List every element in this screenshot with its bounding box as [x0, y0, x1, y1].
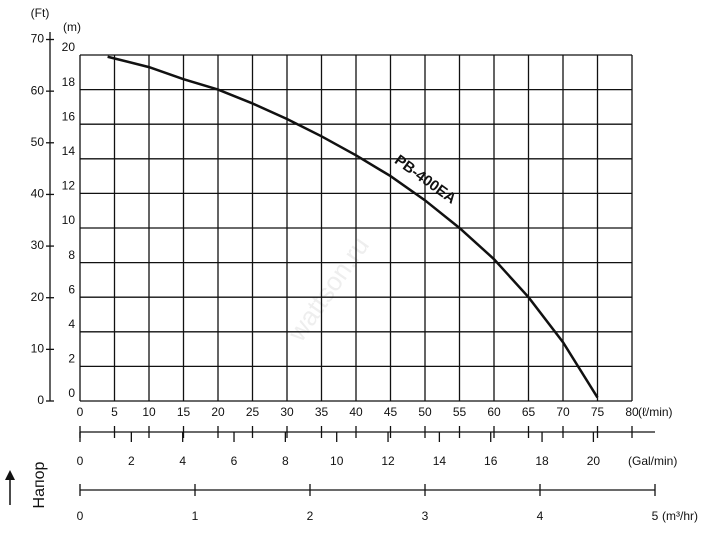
gal-tick-label: 14	[433, 454, 447, 468]
y2-tick-label: 70	[31, 32, 45, 46]
x-tick-label: 35	[315, 405, 329, 419]
x-tick-label: 20	[211, 405, 225, 419]
y2-tick-label: 10	[31, 342, 45, 356]
y-tick-label: 16	[62, 109, 76, 123]
x-tick-label: 70	[556, 405, 570, 419]
x-tick-label: 45	[384, 405, 398, 419]
y-tick-label: 18	[62, 75, 76, 89]
x-tick-label: 15	[177, 405, 191, 419]
x-tick-label: 65	[522, 405, 536, 419]
m3-tick-label: 0	[77, 509, 84, 523]
m3-tick-label: 2	[307, 509, 314, 523]
x-tick-label: 75	[591, 405, 605, 419]
y-tick-label: 14	[62, 144, 76, 158]
gal-tick-label: 8	[282, 454, 289, 468]
y2-tick-label: 60	[31, 83, 45, 97]
m3-tick-label: 1	[192, 509, 199, 523]
gal-tick-label: 12	[381, 454, 395, 468]
x-tick-label: 30	[280, 405, 294, 419]
y2-tick-label: 0	[37, 393, 44, 407]
gal-tick-label: 10	[330, 454, 344, 468]
x-tick-label: 40	[349, 405, 363, 419]
x-tick-label: 55	[453, 405, 467, 419]
x-tick-label: 5	[111, 405, 118, 419]
m3-tick-label: 3	[422, 509, 429, 523]
side-arrow	[5, 470, 15, 505]
x-axis-label: (ℓ/min)	[638, 405, 673, 419]
watermark: wattson.ru	[281, 231, 375, 347]
y2-tick-label: 20	[31, 290, 45, 304]
y-tick-label: 2	[68, 352, 75, 366]
y2-axis-label: (Ft)	[31, 6, 50, 20]
gal-tick-label: 4	[179, 454, 186, 468]
gal-tick-label: 2	[128, 454, 135, 468]
m3-tick-label: 4	[537, 509, 544, 523]
y-tick-label: 8	[68, 248, 75, 262]
m3-tick-label: 5	[652, 509, 659, 523]
gal-tick-label: 0	[77, 454, 84, 468]
x-tick-label: 80	[625, 405, 639, 419]
x-tick-label: 60	[487, 405, 501, 419]
gal-tick-label: 16	[484, 454, 498, 468]
x-tick-label: 0	[77, 405, 84, 419]
y2-tick-label: 40	[31, 187, 45, 201]
y-tick-label: 4	[68, 317, 75, 331]
y-tick-label: 10	[62, 213, 76, 227]
y2-tick-label: 50	[31, 135, 45, 149]
side-label: Напор	[31, 461, 48, 508]
y-axis-label: (m)	[63, 20, 81, 34]
y-tick-label: 20	[62, 40, 76, 54]
y-tick-label: 0	[68, 386, 75, 400]
gal-tick-label: 18	[535, 454, 549, 468]
y-tick-label: 12	[62, 179, 76, 193]
x-tick-label: 50	[418, 405, 432, 419]
curve	[107, 55, 599, 399]
x-tick-label: 25	[246, 405, 260, 419]
x-tick-label: 10	[142, 405, 156, 419]
gal-axis-label: (Gal/min)	[628, 454, 677, 468]
gal-tick-label: 20	[587, 454, 601, 468]
y-tick-label: 6	[68, 282, 75, 296]
m3-axis-label: (m³/hr)	[662, 509, 698, 523]
gal-tick-label: 6	[231, 454, 238, 468]
y2-tick-label: 30	[31, 238, 45, 252]
